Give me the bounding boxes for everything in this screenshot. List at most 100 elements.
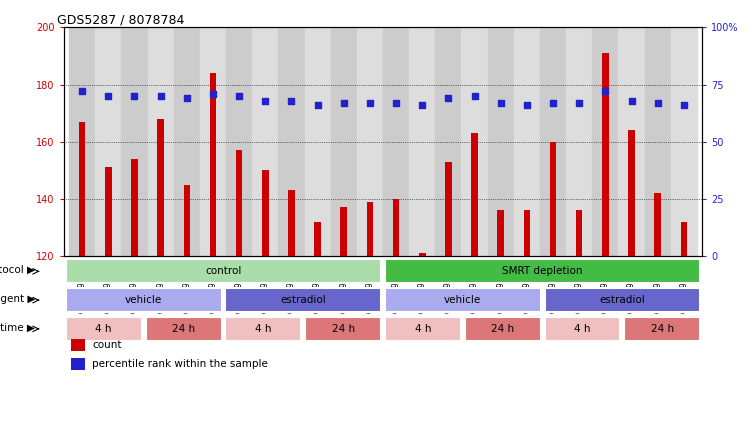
Bar xyxy=(147,27,173,256)
Point xyxy=(207,91,219,97)
Bar xyxy=(340,207,347,423)
Point xyxy=(364,99,376,106)
Point xyxy=(155,93,167,99)
Bar xyxy=(472,133,478,423)
Bar xyxy=(523,210,530,423)
FancyBboxPatch shape xyxy=(305,317,381,341)
Bar xyxy=(304,27,330,256)
Bar xyxy=(419,253,426,423)
Text: estradiol: estradiol xyxy=(599,295,645,305)
FancyBboxPatch shape xyxy=(544,288,700,312)
Text: 4 h: 4 h xyxy=(575,324,591,334)
FancyBboxPatch shape xyxy=(225,288,381,312)
Bar xyxy=(71,339,85,351)
Bar xyxy=(226,27,252,256)
FancyBboxPatch shape xyxy=(225,317,301,341)
Bar xyxy=(462,27,487,256)
Bar xyxy=(288,190,294,423)
Bar xyxy=(383,27,409,256)
Point xyxy=(338,99,350,106)
Bar xyxy=(436,27,462,256)
Text: control: control xyxy=(205,266,242,276)
FancyBboxPatch shape xyxy=(624,317,700,341)
Point xyxy=(390,99,402,106)
Text: estradiol: estradiol xyxy=(280,295,326,305)
Bar xyxy=(629,130,635,423)
Point xyxy=(469,93,481,99)
Point xyxy=(416,102,428,109)
Bar xyxy=(445,162,451,423)
Bar xyxy=(252,27,279,256)
Point xyxy=(181,95,193,102)
Bar xyxy=(566,27,593,256)
Text: agent ▶: agent ▶ xyxy=(0,294,35,304)
Point xyxy=(652,99,664,106)
Point xyxy=(76,88,88,95)
Bar xyxy=(393,199,400,423)
Text: count: count xyxy=(92,340,122,350)
Bar xyxy=(540,27,566,256)
Bar xyxy=(497,210,504,423)
FancyBboxPatch shape xyxy=(385,317,461,341)
FancyBboxPatch shape xyxy=(465,317,541,341)
Text: protocol ▶: protocol ▶ xyxy=(0,265,35,275)
Point xyxy=(312,102,324,109)
Bar xyxy=(550,142,556,423)
Bar xyxy=(487,27,514,256)
Point xyxy=(626,97,638,104)
Point xyxy=(128,93,140,99)
Text: 24 h: 24 h xyxy=(491,324,514,334)
Bar xyxy=(71,358,85,370)
Text: 4 h: 4 h xyxy=(255,324,272,334)
Point xyxy=(233,93,245,99)
Text: 4 h: 4 h xyxy=(95,324,112,334)
Point xyxy=(678,102,690,109)
Bar xyxy=(366,202,373,423)
Bar xyxy=(644,27,671,256)
Text: vehicle: vehicle xyxy=(125,295,162,305)
Point xyxy=(442,95,454,102)
Bar xyxy=(183,184,190,423)
Bar xyxy=(654,193,661,423)
Bar xyxy=(79,122,86,423)
Bar xyxy=(210,73,216,423)
Point xyxy=(599,88,611,95)
Point xyxy=(495,99,507,106)
Bar xyxy=(262,170,269,423)
Bar xyxy=(122,27,147,256)
Text: time ▶: time ▶ xyxy=(0,323,35,332)
Text: 24 h: 24 h xyxy=(331,324,354,334)
Bar xyxy=(131,159,137,423)
FancyBboxPatch shape xyxy=(146,317,222,341)
Bar xyxy=(95,27,122,256)
Point xyxy=(521,102,533,109)
Bar xyxy=(279,27,304,256)
Bar xyxy=(357,27,383,256)
Bar xyxy=(619,27,644,256)
FancyBboxPatch shape xyxy=(385,288,541,312)
Point xyxy=(259,97,271,104)
Bar xyxy=(593,27,619,256)
Text: 4 h: 4 h xyxy=(415,324,431,334)
FancyBboxPatch shape xyxy=(66,317,142,341)
Bar xyxy=(680,222,687,423)
Bar xyxy=(514,27,540,256)
Point xyxy=(102,93,114,99)
FancyBboxPatch shape xyxy=(544,317,620,341)
Bar xyxy=(602,53,608,423)
Bar xyxy=(330,27,357,256)
Bar xyxy=(158,119,164,423)
Text: SMRT depletion: SMRT depletion xyxy=(502,266,583,276)
Bar xyxy=(173,27,200,256)
Text: vehicle: vehicle xyxy=(444,295,481,305)
Point xyxy=(573,99,585,106)
Bar xyxy=(576,210,583,423)
FancyBboxPatch shape xyxy=(385,259,700,283)
Text: percentile rank within the sample: percentile rank within the sample xyxy=(92,359,268,369)
Bar xyxy=(69,27,95,256)
FancyBboxPatch shape xyxy=(66,288,222,312)
Point xyxy=(285,97,297,104)
Bar xyxy=(409,27,436,256)
FancyBboxPatch shape xyxy=(66,259,381,283)
Point xyxy=(547,99,559,106)
